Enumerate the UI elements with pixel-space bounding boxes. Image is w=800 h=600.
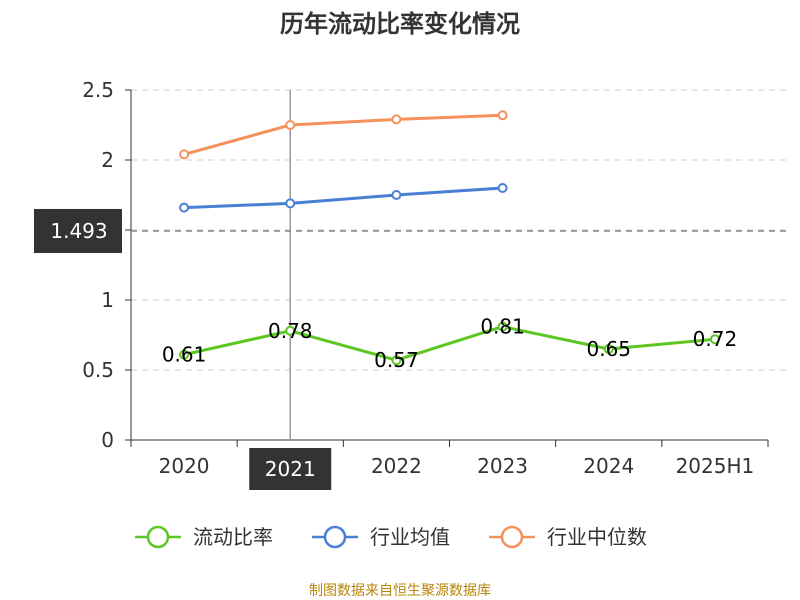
data-point — [179, 202, 190, 213]
source-note: 制图数据来自恒生聚源数据库 — [309, 583, 491, 599]
y-pointer-label-box — [34, 208, 122, 253]
data-label: 0.72 — [693, 327, 738, 351]
y-tick-label: 2 — [101, 148, 114, 172]
data-label: 0.78 — [268, 319, 313, 343]
legend-item: 行业均值 — [312, 525, 450, 549]
legend-item: 流动比率 — [135, 525, 273, 549]
legend-marker — [146, 525, 170, 549]
legend-label: 行业均值 — [370, 525, 450, 549]
grid-lines — [131, 89, 790, 371]
x-tick-label: 2024 — [583, 454, 634, 478]
data-point — [179, 349, 190, 360]
data-point — [709, 334, 720, 345]
y-tick-label: 0 — [101, 428, 114, 452]
data-point — [285, 325, 296, 336]
data-point — [285, 198, 296, 209]
y-tick-label: 1 — [101, 288, 114, 312]
x-tick-label: 2023 — [477, 454, 528, 478]
data-point — [391, 114, 402, 125]
y-tick-label: 2.5 — [82, 78, 114, 102]
series-line-3 — [183, 113, 503, 156]
legend-label: 流动比率 — [193, 525, 273, 549]
data-point — [603, 344, 614, 354]
data-point — [285, 120, 296, 130]
x-pointer-label: 2021 — [265, 457, 316, 481]
series-line-2 — [184, 186, 503, 210]
legend-marker — [500, 525, 524, 549]
data-point — [497, 110, 508, 121]
legend: 流动比率 行业均值 行业中位数 — [135, 525, 647, 549]
legend-marker — [323, 525, 347, 549]
series-line-1 — [183, 325, 716, 362]
data-point — [497, 321, 508, 332]
data-label: 0.57 — [374, 348, 419, 372]
data-label: 0.65 — [586, 337, 631, 361]
data-point — [497, 183, 508, 193]
data-label: 0.81 — [480, 315, 525, 339]
chart-title: 历年流动比率变化情况 — [280, 10, 520, 38]
data-labels: 0.61 0.78 0.57 0.81 0.65 0.72 — [162, 315, 737, 373]
data-point — [391, 190, 402, 200]
y-tick-label: 0.5 — [82, 358, 114, 382]
x-tick-label: 2020 — [159, 454, 210, 478]
data-point — [391, 355, 402, 366]
data-label: 0.61 — [162, 343, 207, 367]
legend-label: 行业中位数 — [547, 525, 647, 549]
x-tick-label: 2025H1 — [676, 454, 755, 478]
y-pointer-label: 1.493 — [50, 219, 107, 243]
x-tick-label: 2022 — [371, 454, 422, 478]
axis-pointer: 1.493 — [34, 90, 790, 440]
legend-item: 行业中位数 — [489, 525, 647, 549]
x-pointer-label-box — [249, 448, 332, 490]
data-point — [179, 149, 190, 160]
series-layer — [179, 110, 720, 366]
